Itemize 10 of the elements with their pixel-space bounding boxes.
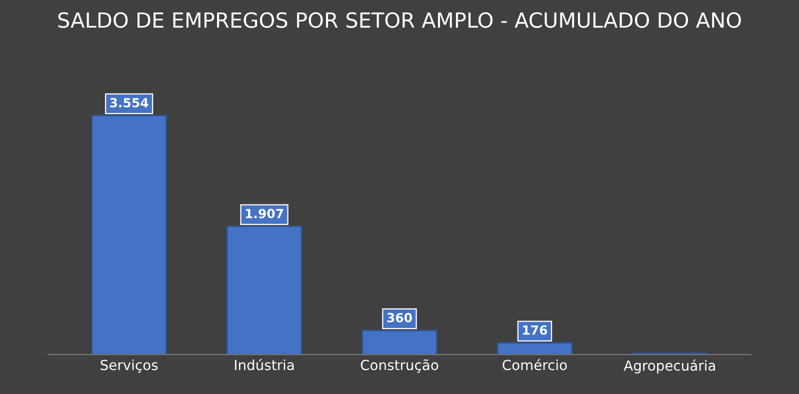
data-label: 360 [387,312,412,322]
x-tick-label: Construção [360,359,438,373]
x-tick-label: Comércio [502,358,567,370]
x-tick-label: Agropecuária [624,359,715,374]
x-tick-label: Serviços [100,359,158,373]
x-tick-label: Indústria [235,358,294,370]
data-label: 3.554 [110,98,148,108]
data-label: 176 [523,325,548,335]
data-label: 1.907 [246,208,284,218]
chart-title: SALDO DE EMPREGOS POR SETOR AMPLO - ACUMULADO DO ANO [58,12,741,28]
